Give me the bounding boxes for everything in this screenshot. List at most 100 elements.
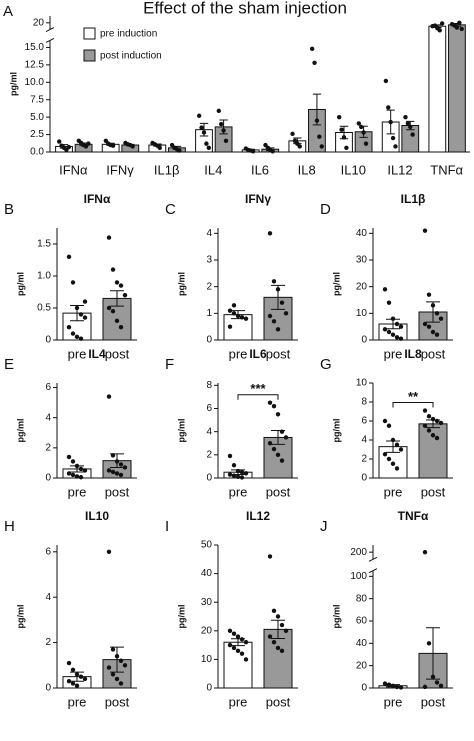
data-point bbox=[227, 628, 233, 633]
error-bar bbox=[110, 646, 124, 673]
data-point bbox=[271, 640, 277, 645]
data-point bbox=[390, 683, 396, 688]
data-point bbox=[434, 680, 440, 685]
data-point bbox=[231, 645, 237, 651]
data-point bbox=[74, 334, 80, 339]
data-point bbox=[454, 25, 460, 30]
data-point bbox=[74, 474, 80, 479]
data-point bbox=[382, 418, 388, 424]
data-point bbox=[430, 303, 436, 308]
data-point bbox=[439, 21, 445, 26]
data-point bbox=[283, 311, 289, 316]
y-tick-label: 0 bbox=[206, 473, 212, 484]
y-axis-label: pg/ml bbox=[176, 605, 186, 629]
x-tick-label: pre bbox=[384, 484, 403, 499]
data-point bbox=[114, 318, 120, 323]
data-point bbox=[197, 113, 202, 118]
data-point bbox=[118, 462, 124, 467]
data-point bbox=[110, 309, 116, 314]
data-point bbox=[363, 141, 369, 146]
y-tick-label: 60 bbox=[356, 616, 368, 627]
data-point bbox=[267, 441, 273, 446]
y-tick-label: 20 bbox=[356, 281, 368, 292]
y-tick-label: 0 bbox=[45, 683, 51, 694]
data-point bbox=[70, 331, 76, 336]
data-point bbox=[118, 658, 124, 663]
x-tick-label: post bbox=[266, 484, 291, 499]
x-tick-label: pre bbox=[229, 484, 248, 499]
data-point bbox=[279, 429, 285, 434]
data-point bbox=[309, 46, 315, 52]
y-tick-label: 40 bbox=[201, 568, 213, 579]
data-point bbox=[422, 423, 428, 428]
data-point bbox=[235, 468, 241, 474]
y-axis-label: pg/ml bbox=[331, 272, 341, 296]
y-tick-label: 7.5 bbox=[30, 94, 44, 105]
y-tick-label: 20 bbox=[356, 660, 368, 671]
y-tick-label: 2 bbox=[45, 637, 51, 648]
data-point bbox=[279, 648, 285, 654]
data-point bbox=[74, 672, 80, 677]
data-point bbox=[243, 316, 249, 321]
data-point bbox=[383, 78, 389, 84]
data-point bbox=[430, 416, 436, 422]
panel-letter: B bbox=[4, 201, 14, 218]
data-point bbox=[422, 228, 428, 233]
data-point bbox=[130, 144, 135, 149]
data-point bbox=[114, 280, 120, 285]
data-point bbox=[438, 316, 444, 321]
data-point bbox=[204, 141, 209, 146]
y-tick-label: 2 bbox=[45, 442, 51, 453]
error-bar bbox=[426, 627, 440, 680]
data-point bbox=[110, 453, 116, 458]
data-point bbox=[267, 634, 273, 639]
y-tick-label: 30 bbox=[356, 255, 368, 266]
data-point bbox=[361, 130, 366, 135]
data-point bbox=[271, 608, 277, 613]
y-tick-label: 6 bbox=[361, 416, 367, 427]
data-point bbox=[382, 452, 388, 457]
data-point bbox=[157, 145, 162, 151]
data-point bbox=[426, 324, 432, 329]
y-tick-label: 100 bbox=[350, 571, 367, 582]
data-point bbox=[74, 683, 80, 688]
data-point bbox=[386, 105, 391, 110]
axis-break bbox=[368, 568, 378, 574]
data-point bbox=[122, 293, 128, 298]
y-tick-label: 10 bbox=[356, 378, 368, 389]
y-axis-label: pg/ml bbox=[15, 419, 25, 443]
data-point bbox=[267, 554, 273, 559]
data-point bbox=[434, 332, 440, 337]
x-tick-label: post bbox=[105, 484, 130, 499]
x-tick-label: post bbox=[421, 346, 446, 361]
data-point bbox=[390, 316, 396, 321]
data-point bbox=[422, 549, 428, 555]
x-tick-label: post bbox=[266, 346, 291, 361]
data-point bbox=[386, 329, 392, 335]
data-point bbox=[82, 315, 88, 320]
x-tick-label: IL8 bbox=[298, 162, 316, 177]
panel-letter: F bbox=[165, 356, 174, 373]
y-tick-label: 6 bbox=[45, 546, 51, 557]
data-point bbox=[403, 114, 408, 120]
data-point bbox=[110, 267, 116, 272]
chart-title: IL6 bbox=[249, 347, 267, 361]
data-point bbox=[356, 121, 361, 126]
y-tick-label: 5.0 bbox=[30, 112, 44, 123]
data-point bbox=[267, 231, 273, 236]
y-tick-label: 2.5 bbox=[30, 129, 44, 140]
y-tick-label: 0 bbox=[361, 335, 367, 346]
data-point bbox=[82, 468, 88, 473]
y-tick-label: 10 bbox=[356, 308, 368, 319]
x-tick-label: IFNγ bbox=[106, 162, 134, 177]
data-point bbox=[74, 305, 80, 311]
data-point bbox=[408, 124, 413, 130]
y-tick-label: 2 bbox=[361, 454, 367, 465]
data-point bbox=[275, 412, 281, 417]
data-point bbox=[114, 459, 120, 464]
data-point bbox=[118, 681, 124, 686]
bar bbox=[448, 24, 466, 153]
data-point bbox=[393, 144, 398, 149]
data-point bbox=[275, 327, 281, 332]
data-point bbox=[231, 473, 237, 478]
